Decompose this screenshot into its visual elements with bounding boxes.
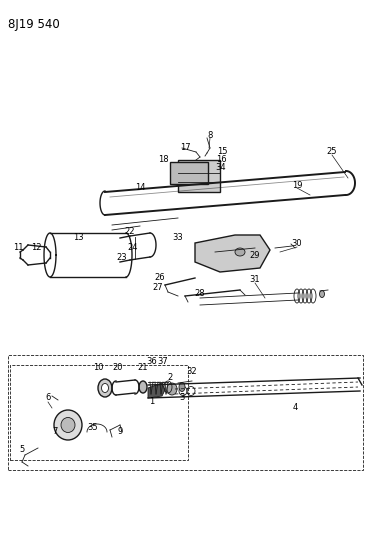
Ellipse shape	[54, 410, 82, 440]
Text: 20: 20	[113, 364, 123, 373]
Text: 5: 5	[19, 446, 24, 455]
Text: 7: 7	[52, 427, 58, 437]
Ellipse shape	[167, 383, 177, 395]
Polygon shape	[148, 383, 165, 398]
Text: 9: 9	[117, 427, 123, 437]
Ellipse shape	[102, 384, 108, 392]
Text: 35: 35	[88, 424, 98, 432]
Text: 28: 28	[195, 288, 205, 297]
Text: 2: 2	[167, 374, 173, 383]
Text: 36: 36	[147, 358, 157, 367]
Text: 21: 21	[138, 364, 148, 373]
Text: 13: 13	[73, 232, 83, 241]
Text: 26: 26	[155, 273, 165, 282]
Ellipse shape	[61, 417, 75, 432]
Text: 8J19 540: 8J19 540	[8, 18, 60, 31]
Text: 8: 8	[207, 131, 213, 140]
Text: 16: 16	[216, 156, 226, 165]
Text: 3: 3	[179, 393, 185, 402]
Bar	[10, 365, 188, 460]
Text: 1: 1	[150, 398, 155, 407]
Text: 23: 23	[117, 254, 127, 262]
Text: 27: 27	[153, 284, 163, 293]
Text: 33: 33	[173, 233, 183, 243]
Ellipse shape	[319, 290, 325, 297]
Text: 30: 30	[292, 239, 302, 248]
Text: 11: 11	[13, 243, 23, 252]
Ellipse shape	[98, 379, 112, 397]
Bar	[178, 160, 220, 192]
Text: 4: 4	[292, 403, 298, 413]
Text: 32: 32	[187, 367, 197, 376]
Ellipse shape	[139, 381, 147, 393]
Ellipse shape	[179, 383, 185, 392]
Text: 10: 10	[93, 364, 103, 373]
Text: 12: 12	[31, 243, 41, 252]
Text: 29: 29	[250, 251, 260, 260]
Bar	[8, 355, 363, 470]
Text: 22: 22	[125, 228, 135, 237]
Text: 25: 25	[327, 148, 337, 157]
Text: 17: 17	[180, 142, 190, 151]
Text: 6: 6	[45, 393, 51, 402]
Text: 24: 24	[128, 244, 138, 253]
Text: 15: 15	[217, 148, 227, 157]
Text: 34: 34	[216, 164, 226, 173]
Bar	[170, 162, 208, 184]
Text: 37: 37	[158, 358, 168, 367]
Text: 18: 18	[158, 156, 168, 165]
Text: 19: 19	[292, 182, 302, 190]
Text: 14: 14	[135, 183, 145, 192]
Ellipse shape	[235, 248, 245, 256]
Polygon shape	[195, 235, 270, 272]
Text: 31: 31	[250, 276, 260, 285]
